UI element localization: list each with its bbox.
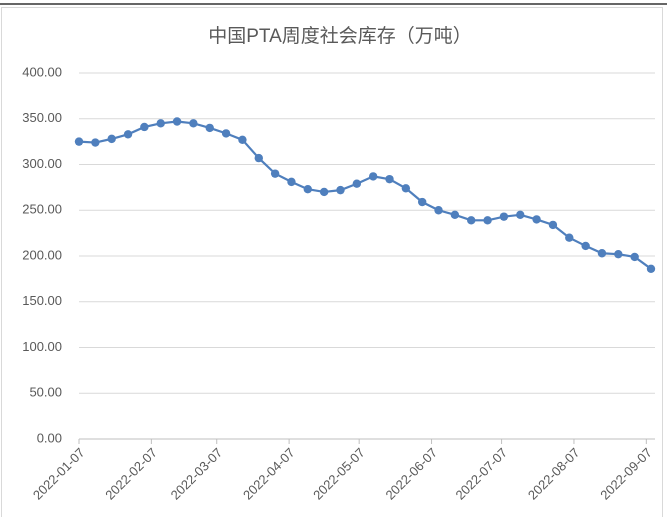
y-tick-label: 400.00 — [22, 64, 62, 79]
marker — [368, 172, 378, 181]
marker — [548, 220, 558, 230]
marker — [221, 129, 231, 138]
marker — [516, 210, 525, 220]
marker — [205, 123, 214, 133]
marker — [352, 179, 362, 188]
marker — [483, 216, 492, 225]
marker — [385, 174, 394, 184]
marker — [581, 241, 590, 251]
marker — [287, 177, 296, 187]
marker — [499, 212, 509, 221]
marker — [254, 153, 263, 163]
marker — [189, 119, 198, 128]
y-tick-label: 0.00 — [37, 430, 62, 445]
marker — [565, 233, 574, 242]
marker — [156, 119, 165, 128]
marker — [434, 206, 443, 215]
marker — [238, 135, 247, 144]
y-tick-label: 50.00 — [29, 385, 62, 400]
y-tick-label: 100.00 — [22, 339, 62, 354]
marker — [597, 249, 607, 258]
marker — [172, 117, 182, 126]
marker — [303, 185, 312, 194]
marker — [630, 252, 639, 262]
marker — [450, 210, 460, 220]
marker — [107, 134, 116, 144]
y-tick-label: 300.00 — [22, 156, 62, 171]
marker — [74, 137, 84, 146]
y-tick-label: 350.00 — [22, 110, 62, 125]
marker — [646, 264, 656, 274]
marker — [91, 138, 100, 147]
marker — [418, 197, 427, 207]
marker — [319, 187, 329, 197]
marker — [532, 215, 541, 224]
marker — [614, 249, 623, 259]
marker — [401, 184, 411, 193]
y-tick-label: 200.00 — [22, 247, 62, 262]
marker — [270, 169, 280, 178]
chart-title: 中国PTA周度社会库存（万吨） — [208, 25, 472, 47]
marker — [140, 122, 149, 132]
marker — [123, 130, 133, 139]
y-tick-label: 250.00 — [22, 202, 62, 217]
marker — [467, 216, 476, 225]
marker — [336, 185, 345, 195]
y-tick-label: 150.00 — [22, 293, 62, 308]
